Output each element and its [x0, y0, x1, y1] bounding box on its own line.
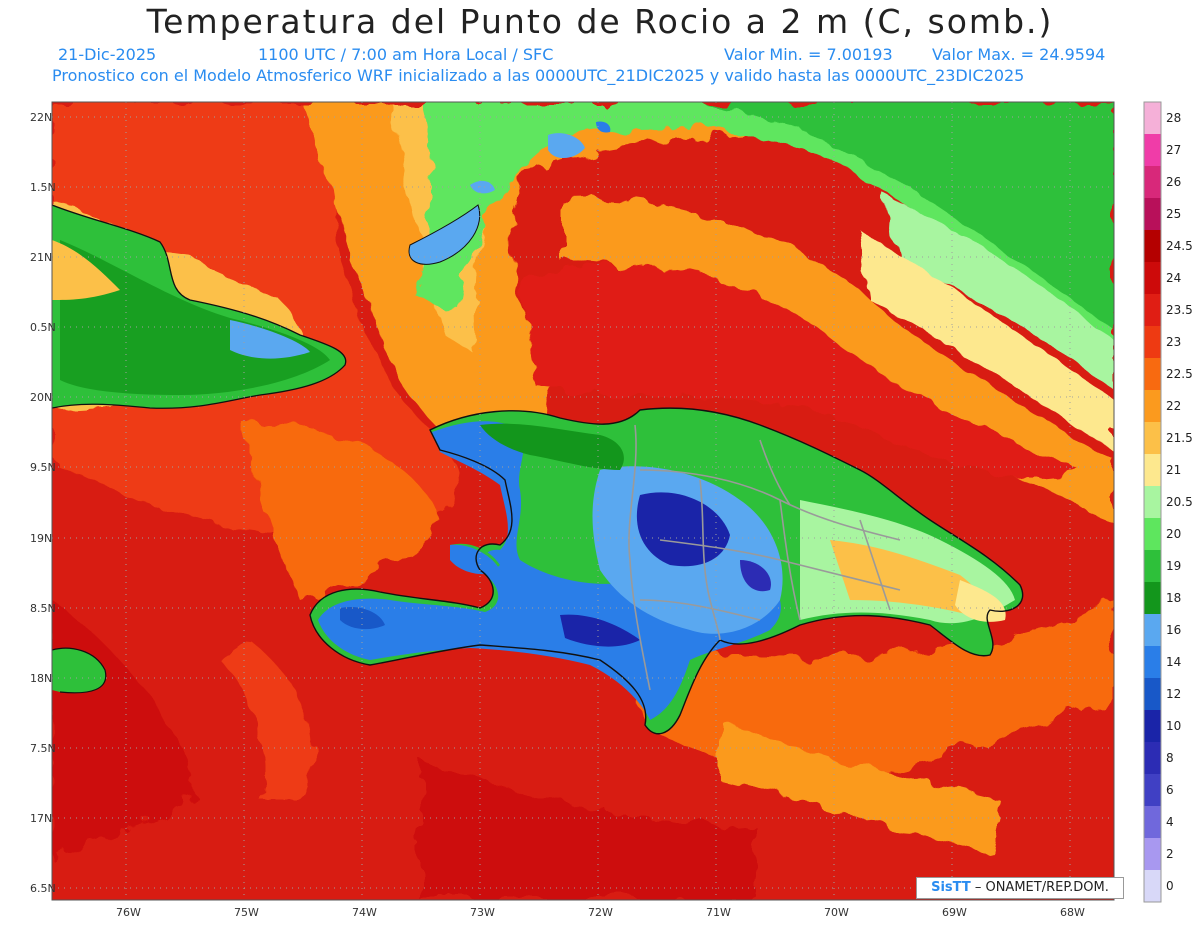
colorbar-label: 18: [1166, 591, 1181, 605]
colorbar-label: 21.5: [1166, 431, 1193, 445]
colorbar-swatch: [1144, 390, 1161, 423]
colorbar-swatch: [1144, 422, 1161, 455]
colorbar-label: 24.5: [1166, 239, 1193, 253]
colorbar-swatch: [1144, 518, 1161, 551]
model-info: Pronostico con el Modelo Atmosferico WRF…: [52, 66, 1025, 85]
colorbar-swatch: [1144, 742, 1161, 775]
colorbar-swatch: [1144, 806, 1161, 839]
lat-label: 17N: [30, 812, 52, 825]
lon-label: 73W: [470, 906, 495, 919]
lat-label: 8.5N: [30, 602, 56, 615]
colorbar-label: 21: [1166, 463, 1181, 477]
lat-label: 1.5N: [30, 181, 56, 194]
lon-label: 71W: [706, 906, 731, 919]
forecast-time: 1100 UTC / 7:00 am Hora Local / SFC: [258, 45, 554, 64]
forecast-date: 21-Dic-2025: [58, 45, 157, 64]
colorbar-swatch: [1144, 262, 1161, 295]
colorbar-swatch: [1144, 358, 1161, 391]
colorbar-label: 0: [1166, 879, 1174, 893]
lat-label: 18N: [30, 672, 52, 685]
colorbar-swatch: [1144, 646, 1161, 679]
lon-label: 72W: [588, 906, 613, 919]
colorbar-label: 28: [1166, 111, 1181, 125]
colorbar-label: 2: [1166, 847, 1174, 861]
colorbar-label: 12: [1166, 687, 1181, 701]
lat-label: 19N: [30, 532, 52, 545]
colorbar-label: 14: [1166, 655, 1181, 669]
colorbar-label: 20: [1166, 527, 1181, 541]
colorbar-swatch: [1144, 294, 1161, 327]
credit-text: – ONAMET/REP.DOM.: [974, 880, 1109, 895]
colorbar-swatch: [1144, 550, 1161, 583]
colorbar-swatch: [1144, 102, 1161, 135]
lon-label: 75W: [234, 906, 259, 919]
colorbar-swatch: [1144, 678, 1161, 711]
lat-label: 7.5N: [30, 742, 56, 755]
colorbar-label: 20.5: [1166, 495, 1193, 509]
colorbar-label: 26: [1166, 175, 1181, 189]
credit-badge: SisTT – ONAMET/REP.DOM.: [916, 877, 1124, 899]
plot-frame: [51, 101, 1115, 901]
max-value: Valor Max. = 24.9594: [932, 45, 1106, 64]
colorbar-swatch: [1144, 710, 1161, 743]
lon-label: 69W: [942, 906, 967, 919]
lat-label: 9.5N: [30, 461, 56, 474]
lat-label: 22N: [30, 111, 52, 124]
map-title: Temperatura del Punto de Rocio a 2 m (C,…: [146, 2, 1054, 41]
colorbar-label: 4: [1166, 815, 1174, 829]
colorbar-label: 10: [1166, 719, 1181, 733]
colorbar-swatch: [1144, 198, 1161, 231]
lat-label: 6.5N: [30, 882, 56, 895]
lat-label: 0.5N: [30, 321, 56, 334]
colorbar-swatch: [1144, 486, 1161, 519]
colorbar-label: 27: [1166, 143, 1181, 157]
latitude-axis: 22N 1.5N 21N 0.5N 20N 9.5N 19N 8.5N 18N …: [30, 111, 56, 895]
colorbar-swatch: [1144, 582, 1161, 615]
field-shading: [52, 102, 1114, 900]
colorbar-swatch: [1144, 166, 1161, 199]
colorbar-frame: [1143, 101, 1162, 903]
lon-label: 76W: [116, 906, 141, 919]
colorbar-label: 16: [1166, 623, 1181, 637]
colorbar-label: 25: [1166, 207, 1181, 221]
colorbar-label: 23: [1166, 335, 1181, 349]
graticule: [52, 102, 1114, 900]
lon-label: 70W: [824, 906, 849, 919]
colorbar-label: 24: [1166, 271, 1181, 285]
sistt-logo: SisTT: [931, 880, 971, 895]
lat-label: 21N: [30, 251, 52, 264]
lon-label: 68W: [1060, 906, 1085, 919]
colorbar-swatch: [1144, 870, 1161, 903]
colorbar-swatch: [1144, 230, 1161, 263]
colorbar-label: 19: [1166, 559, 1181, 573]
colorbar-swatch: [1144, 838, 1161, 871]
colorbar-label: 6: [1166, 783, 1174, 797]
lat-label: 20N: [30, 391, 52, 404]
colorbar-label: 23.5: [1166, 303, 1193, 317]
colorbar-swatch: [1144, 134, 1161, 167]
colorbar-label: 8: [1166, 751, 1174, 765]
colorbar-swatch: [1144, 326, 1161, 359]
colorbar-label: 22.5: [1166, 367, 1193, 381]
longitude-axis: 76W 75W 74W 73W 72W 71W 70W 69W 68W: [116, 906, 1085, 919]
colorbar: 2827262524.52423.52322.52221.52120.52019…: [1143, 101, 1193, 903]
colorbar-label: 22: [1166, 399, 1181, 413]
colorbar-swatch: [1144, 454, 1161, 487]
colorbar-swatch: [1144, 774, 1161, 807]
colorbar-swatch: [1144, 614, 1161, 647]
lon-label: 74W: [352, 906, 377, 919]
min-value: Valor Min. = 7.00193: [724, 45, 893, 64]
